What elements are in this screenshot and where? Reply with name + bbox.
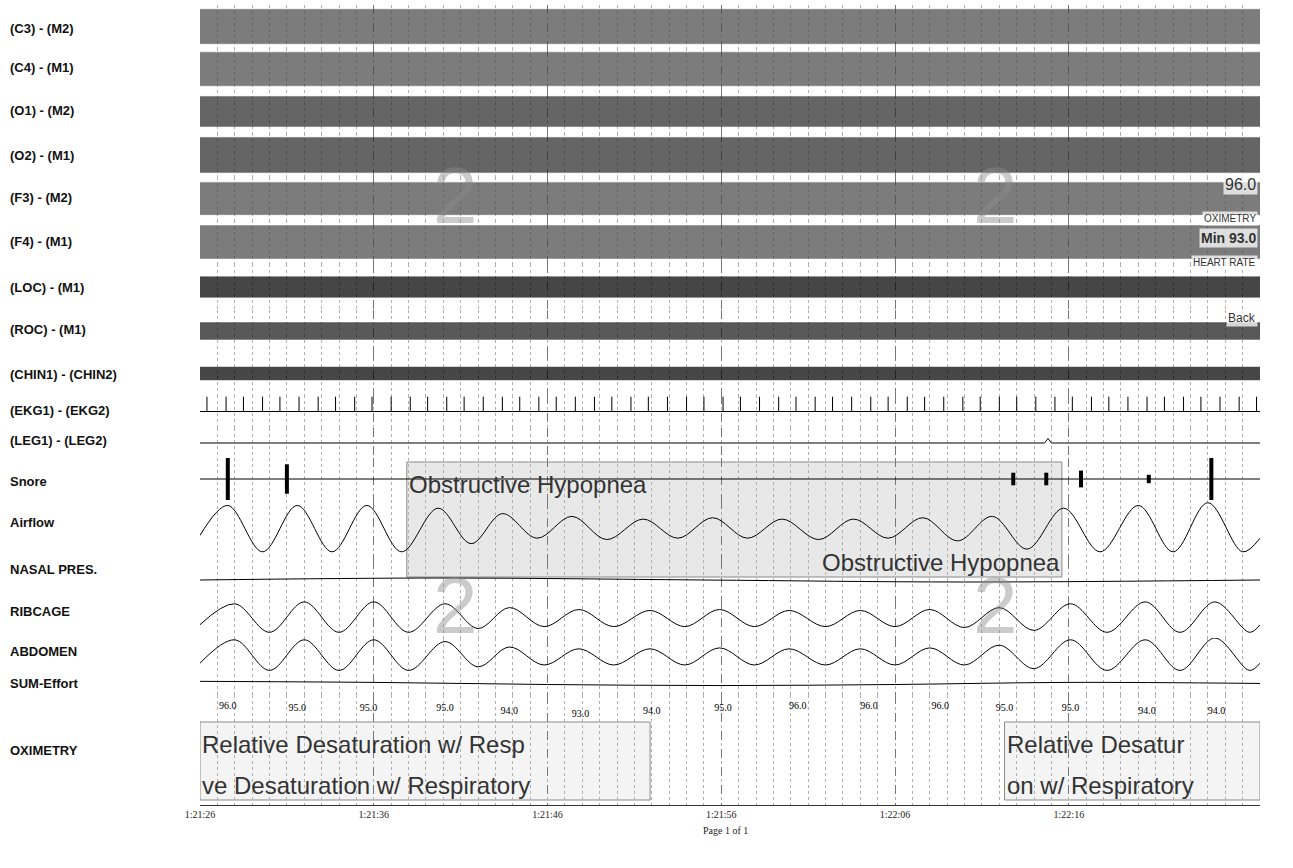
svg-text:OXIMETRY: OXIMETRY [1204, 213, 1256, 224]
svg-text:96.0: 96.0 [932, 700, 950, 711]
svg-text:2: 2 [433, 151, 478, 240]
svg-text:95.0: 95.0 [436, 702, 454, 713]
svg-text:Snore: Snore [10, 474, 47, 489]
svg-text:(F3) - (M2): (F3) - (M2) [10, 190, 72, 205]
svg-text:ABDOMEN: ABDOMEN [10, 644, 77, 659]
svg-text:96.0: 96.0 [860, 700, 878, 711]
svg-text:(O1) - (M2): (O1) - (M2) [10, 103, 74, 118]
svg-text:(LEG1) - (LEG2): (LEG1) - (LEG2) [10, 433, 107, 448]
svg-text:1:21:36: 1:21:36 [358, 809, 389, 820]
svg-text:OXIMETRY: OXIMETRY [10, 743, 78, 758]
svg-text:Page 1 of 1: Page 1 of 1 [703, 825, 748, 836]
svg-text:(CHIN1) - (CHIN2): (CHIN1) - (CHIN2) [10, 367, 117, 382]
svg-text:1:21:26: 1:21:26 [185, 809, 216, 820]
svg-text:94.0: 94.0 [1138, 705, 1156, 716]
svg-text:95.0: 95.0 [1062, 702, 1080, 713]
svg-text:95.0: 95.0 [996, 702, 1014, 713]
svg-text:RIBCAGE: RIBCAGE [10, 604, 70, 619]
svg-text:Obstructive Hypopnea: Obstructive Hypopnea [409, 471, 647, 498]
svg-text:(F4) - (M1): (F4) - (M1) [10, 234, 72, 249]
svg-text:2: 2 [973, 151, 1018, 240]
svg-text:(C4) - (M1): (C4) - (M1) [10, 60, 74, 75]
svg-text:(LOC) - (M1): (LOC) - (M1) [10, 280, 84, 295]
svg-text:2: 2 [433, 561, 478, 650]
svg-text:Min 93.0: Min 93.0 [1201, 230, 1256, 246]
svg-text:(EKG1) - (EKG2): (EKG1) - (EKG2) [10, 403, 110, 418]
svg-text:95.0: 95.0 [360, 702, 378, 713]
svg-text:on w/ Respiratory: on w/ Respiratory [1007, 772, 1194, 799]
svg-text:96.0: 96.0 [789, 700, 807, 711]
svg-text:(ROC) - (M1): (ROC) - (M1) [10, 322, 86, 337]
svg-text:93.0: 93.0 [572, 708, 590, 719]
svg-text:1:21:46: 1:21:46 [532, 809, 563, 820]
svg-text:Obstructive Hypopnea: Obstructive Hypopnea [822, 549, 1060, 576]
svg-text:94.0: 94.0 [643, 705, 661, 716]
svg-text:(C3) - (M2): (C3) - (M2) [10, 21, 74, 36]
svg-text:Relative Desatur: Relative Desatur [1007, 731, 1184, 758]
svg-text:NASAL PRES.: NASAL PRES. [10, 562, 97, 577]
svg-text:95.0: 95.0 [289, 702, 307, 713]
svg-text:2: 2 [973, 561, 1018, 650]
svg-text:1:22:16: 1:22:16 [1054, 809, 1085, 820]
svg-text:94.0: 94.0 [1208, 705, 1226, 716]
svg-text:96.0: 96.0 [1225, 176, 1256, 193]
svg-text:94.0: 94.0 [501, 705, 519, 716]
svg-text:Relative Desaturation w/ Resp: Relative Desaturation w/ Resp [202, 731, 525, 758]
svg-text:Airflow: Airflow [10, 515, 55, 530]
svg-text:95.0: 95.0 [714, 702, 732, 713]
svg-text:1:22:06: 1:22:06 [880, 809, 911, 820]
svg-text:HEART RATE: HEART RATE [1193, 257, 1256, 268]
svg-text:SUM-Effort: SUM-Effort [10, 676, 79, 691]
svg-text:ve Desaturation w/ Respiratory: ve Desaturation w/ Respiratory [202, 772, 530, 799]
svg-text:1:21:56: 1:21:56 [706, 809, 737, 820]
svg-text:Back: Back [1228, 311, 1256, 325]
svg-text:(O2) - (M1): (O2) - (M1) [10, 148, 74, 163]
svg-text:96.0: 96.0 [219, 700, 237, 711]
